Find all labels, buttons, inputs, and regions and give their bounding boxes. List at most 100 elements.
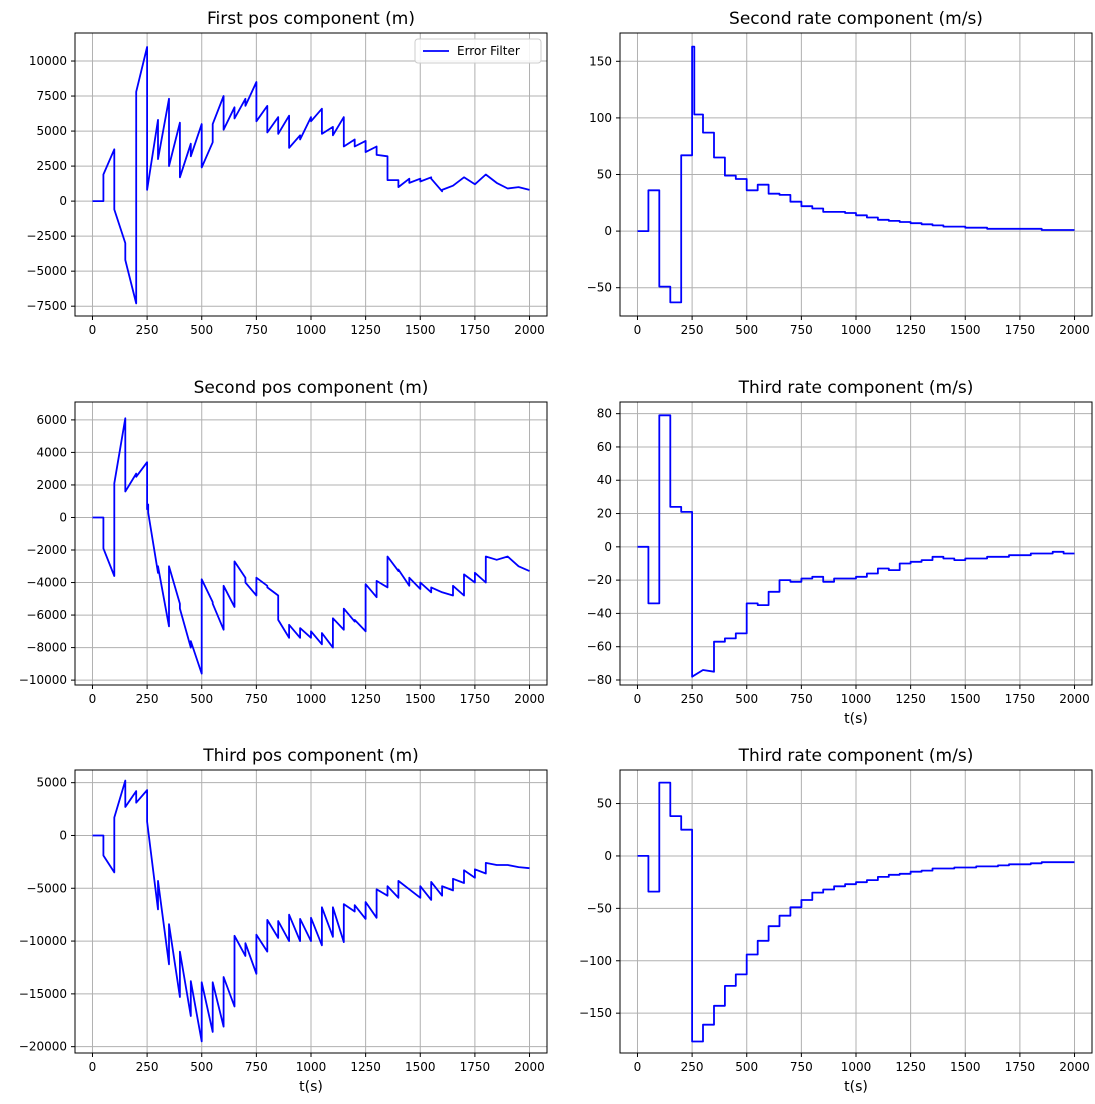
- y-tick-label: −5000: [26, 881, 67, 895]
- y-tick-label: −5000: [26, 264, 67, 278]
- series-line-1: [637, 45, 1075, 304]
- y-tick-label: 150: [589, 54, 612, 68]
- chart-title: Second pos component (m): [194, 378, 429, 398]
- y-tick-label: −80: [587, 673, 612, 687]
- x-tick-label: 1500: [950, 692, 981, 706]
- y-tick-label: 0: [59, 828, 67, 842]
- y-tick-label: −2000: [26, 543, 67, 557]
- x-tick-label: 500: [735, 692, 758, 706]
- y-tick-label: 40: [597, 473, 612, 487]
- x-axis-label: t(s): [299, 1079, 323, 1095]
- x-tick-label: 1750: [460, 323, 491, 337]
- x-tick-label: 1500: [405, 323, 436, 337]
- x-tick-label: 2000: [514, 692, 545, 706]
- x-tick-label: 1750: [460, 692, 491, 706]
- y-tick-label: −20: [587, 573, 612, 587]
- y-tick-label: 5000: [36, 124, 67, 138]
- y-tick-label: 50: [597, 797, 612, 811]
- y-tick-label: −150: [579, 1006, 612, 1020]
- x-tick-label: 1000: [296, 323, 327, 337]
- x-tick-label: 0: [634, 323, 642, 337]
- x-tick-label: 750: [245, 692, 268, 706]
- x-tick-label: 750: [790, 692, 813, 706]
- y-tick-label: 60: [597, 440, 612, 454]
- x-tick-label: 750: [790, 1060, 813, 1074]
- y-tick-label: 2000: [36, 478, 67, 492]
- x-tick-label: 250: [136, 692, 159, 706]
- y-tick-label: 10000: [29, 54, 67, 68]
- x-tick-label: 1000: [296, 1060, 327, 1074]
- chart-title: Second rate component (m/s): [729, 9, 983, 29]
- x-tick-label: 1500: [950, 323, 981, 337]
- y-tick-label: 4000: [36, 445, 67, 459]
- y-tick-label: −50: [587, 281, 612, 295]
- x-tick-label: 250: [136, 323, 159, 337]
- y-tick-label: −60: [587, 640, 612, 654]
- y-tick-label: 0: [604, 224, 612, 238]
- legend: Error Filter: [414, 38, 542, 64]
- chart-panel-2: 0 250 500 750 1000 1250 1500 1750 2000 −50 0 50 100 1…: [587, 9, 1093, 337]
- x-tick-label: 1500: [950, 1060, 981, 1074]
- x-tick-label: 250: [681, 1060, 704, 1074]
- chart-panel-4: 0 250 500 750 1000 1250 1500 1750 2000 −80 −60 −40 −…: [587, 378, 1093, 727]
- y-tick-label: 0: [604, 849, 612, 863]
- y-tick-label: 0: [59, 194, 67, 208]
- x-tick-label: 1250: [350, 323, 381, 337]
- y-tick-label: −4000: [26, 576, 67, 590]
- x-tick-label: 1000: [296, 692, 327, 706]
- x-tick-label: 1250: [895, 692, 926, 706]
- x-tick-label: 1750: [1005, 323, 1036, 337]
- y-tick-label: 20: [597, 507, 612, 521]
- x-tick-label: 500: [190, 323, 213, 337]
- series-line-1: [92, 779, 530, 1043]
- y-tick-label: −10000: [19, 673, 67, 687]
- x-tick-label: 1750: [460, 1060, 491, 1074]
- x-tick-label: 2000: [514, 1060, 545, 1074]
- y-tick-label: −40: [587, 606, 612, 620]
- x-tick-label: 1250: [895, 1060, 926, 1074]
- series-line-1: [92, 46, 530, 305]
- y-tick-label: 6000: [36, 413, 67, 427]
- y-tick-label: −6000: [26, 608, 67, 622]
- y-tick-label: 5000: [36, 776, 67, 790]
- x-tick-label: 1000: [841, 1060, 872, 1074]
- y-tick-label: 0: [59, 510, 67, 524]
- y-tick-label: 0: [604, 540, 612, 554]
- chart-title: Third pos component (m): [202, 746, 419, 766]
- chart-title: Third rate component (m/s): [738, 378, 974, 398]
- y-tick-label: −7500: [26, 299, 67, 313]
- x-tick-label: 750: [790, 323, 813, 337]
- y-tick-label: 100: [589, 111, 612, 125]
- x-tick-label: 1500: [405, 1060, 436, 1074]
- y-tick-label: 80: [597, 407, 612, 421]
- y-tick-label: −8000: [26, 641, 67, 655]
- x-axis-label: t(s): [844, 711, 868, 727]
- y-tick-label: −20000: [19, 1040, 67, 1054]
- legend-box: [414, 38, 542, 64]
- x-tick-label: 500: [190, 1060, 213, 1074]
- x-tick-label: 1750: [1005, 692, 1036, 706]
- chart-panel-5: 0 250 500 750 1000 1250 1500 1750 2000 −20000 −150…: [19, 746, 548, 1095]
- x-tick-label: 2000: [1059, 323, 1090, 337]
- x-tick-label: 500: [735, 323, 758, 337]
- y-tick-label: 2500: [36, 159, 67, 173]
- x-tick-label: 2000: [1059, 1060, 1090, 1074]
- series-line-1: [637, 781, 1075, 1043]
- y-tick-label: −15000: [19, 987, 67, 1001]
- y-tick-label: −10000: [19, 934, 67, 948]
- y-tick-label: −2500: [26, 229, 67, 243]
- chart-title: Third rate component (m/s): [738, 746, 974, 766]
- x-tick-label: 500: [735, 1060, 758, 1074]
- x-tick-label: 1250: [350, 1060, 381, 1074]
- x-tick-label: 750: [245, 1060, 268, 1074]
- x-tick-label: 0: [634, 692, 642, 706]
- series-line-1: [637, 414, 1075, 678]
- x-tick-label: 2000: [1059, 692, 1090, 706]
- x-tick-label: 0: [89, 692, 97, 706]
- x-tick-label: 1000: [841, 692, 872, 706]
- x-tick-label: 1500: [405, 692, 436, 706]
- x-tick-label: 0: [89, 1060, 97, 1074]
- x-axis-label: t(s): [844, 1079, 868, 1095]
- x-tick-label: 250: [136, 1060, 159, 1074]
